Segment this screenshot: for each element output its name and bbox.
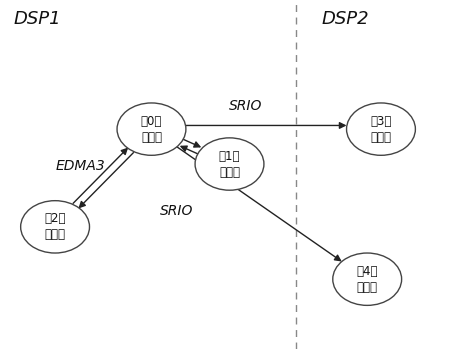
Ellipse shape	[21, 201, 90, 253]
Ellipse shape	[347, 103, 415, 155]
Text: SRIO: SRIO	[229, 99, 262, 113]
Text: EDMA3: EDMA3	[56, 159, 105, 173]
Text: DSP2: DSP2	[321, 10, 369, 29]
Text: 第4号
处理器: 第4号 处理器	[357, 265, 378, 294]
Ellipse shape	[117, 103, 186, 155]
Text: 第2号
处理器: 第2号 处理器	[45, 212, 66, 242]
Text: 第0号
处理器: 第0号 处理器	[141, 114, 162, 144]
Ellipse shape	[333, 253, 402, 305]
Text: SRIO: SRIO	[160, 204, 193, 218]
Text: DSP1: DSP1	[14, 10, 62, 29]
Text: 第3号
处理器: 第3号 处理器	[370, 114, 392, 144]
Ellipse shape	[195, 138, 264, 190]
Text: 第1号
处理器: 第1号 处理器	[219, 149, 240, 179]
